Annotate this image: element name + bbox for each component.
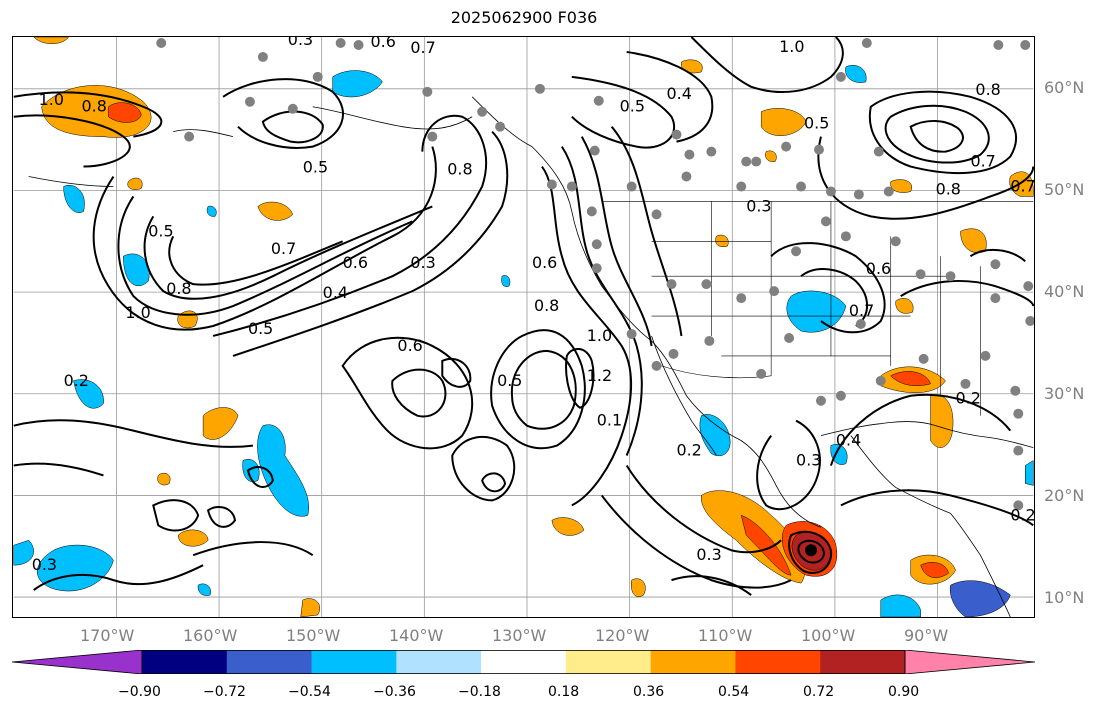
lat-label: 40°N <box>1044 282 1085 301</box>
colorbar-tick-label: 0.54 <box>718 684 750 700</box>
contour-label: 0.8 <box>975 80 1000 99</box>
lon-label: 100°W <box>801 626 856 645</box>
colorbar <box>12 650 1035 674</box>
contour-label: 0.6 <box>866 259 891 278</box>
contour-label: 0.7 <box>849 301 874 320</box>
contour-label: 0.6 <box>397 336 422 355</box>
contour-label: 0.3 <box>288 36 313 49</box>
contour-label: 1.0 <box>587 326 612 345</box>
colorbar-segment <box>565 650 652 674</box>
contour-label: 0.6 <box>343 253 368 272</box>
colorbar-segment <box>735 650 821 674</box>
contour-label: 1.2 <box>587 366 612 385</box>
contour-label: 0.3 <box>410 253 435 272</box>
lat-label: 20°N <box>1044 486 1085 505</box>
contour-label: 0.5 <box>248 319 273 338</box>
contour-label: 0.5 <box>804 114 829 133</box>
map-title: 2025062900 F036 <box>450 8 598 27</box>
contour-label: 1.0 <box>779 37 804 56</box>
contour-label: 0.2 <box>1010 505 1035 524</box>
contour-label: 0.8 <box>534 296 559 315</box>
storm-center <box>805 544 817 557</box>
contour-label: 0.5 <box>148 221 173 240</box>
coastlines <box>28 96 1034 617</box>
contour-label: 1.0 <box>39 90 64 109</box>
contour-label: 0.4 <box>323 283 348 302</box>
weather-map: 1.0 0.8 0.3 0.7 0.6 1.0 0.5 0.5 0.4 0.5 … <box>12 36 1035 618</box>
colorbar-extension-high <box>904 650 1035 674</box>
lon-label: 160°W <box>183 626 238 645</box>
colorbar-extension-low <box>12 650 143 674</box>
colorbar-segment <box>650 650 736 674</box>
colorbar-tick-label: −0.36 <box>373 684 416 700</box>
contour-label: 0.8 <box>447 160 472 179</box>
colorbar-segment <box>820 650 906 674</box>
colorbar-tick-label: −0.72 <box>203 684 246 700</box>
contour-label: 0.5 <box>497 371 522 390</box>
lon-label: 140°W <box>389 626 444 645</box>
contour-label: 0.7 <box>1010 176 1035 195</box>
contour-label: 0.7 <box>410 38 435 57</box>
contour-label: 0.7 <box>970 152 995 171</box>
colorbar-tick-label: 0.36 <box>633 684 665 700</box>
colorbar-outline <box>141 650 906 674</box>
contour-label: 0.5 <box>620 97 645 116</box>
colorbar-segment <box>311 650 397 674</box>
lon-label: 110°W <box>698 626 753 645</box>
contour-label: 0.7 <box>271 239 296 258</box>
positive-anomaly-regions <box>33 37 1034 617</box>
colorbar-tick-label: −0.18 <box>458 684 501 700</box>
lat-label: 60°N <box>1044 78 1085 97</box>
colorbar-tick-label: 0.90 <box>888 684 920 700</box>
contour-label: 0.4 <box>836 431 861 450</box>
contour-label: 0.1 <box>597 411 622 430</box>
lon-label: 130°W <box>492 626 547 645</box>
lon-label: 170°W <box>80 626 135 645</box>
contour-lines <box>13 37 1034 596</box>
lat-label: 30°N <box>1044 384 1085 403</box>
colorbar-tick-label: −0.90 <box>118 684 161 700</box>
contour-label: 1.0 <box>125 303 150 322</box>
contour-label-group: 1.0 0.8 0.3 0.7 0.6 1.0 0.5 0.5 0.4 0.5 … <box>32 36 1035 574</box>
contour-label: 0.8 <box>82 97 107 116</box>
contour-label: 0.8 <box>166 279 191 298</box>
colorbar-segment <box>396 650 482 674</box>
colorbar-segment <box>481 650 567 674</box>
contour-label: 0.2 <box>64 371 89 390</box>
colorbar-tick-label: 0.72 <box>803 684 835 700</box>
contour-label: 0.6 <box>371 36 396 51</box>
colorbar-tick-label: 0.18 <box>548 684 580 700</box>
lon-label: 120°W <box>595 626 650 645</box>
contour-label: 0.8 <box>936 179 961 198</box>
lon-label: 150°W <box>286 626 341 645</box>
contour-label: 0.4 <box>667 84 692 103</box>
lat-label: 50°N <box>1044 180 1085 199</box>
contour-label: 0.5 <box>303 158 328 177</box>
contour-label: 0.2 <box>676 441 701 460</box>
colorbar-segment <box>142 650 228 674</box>
contour-label: 0.6 <box>532 253 557 272</box>
colorbar-tick-label: −0.54 <box>288 684 331 700</box>
lat-label: 10°N <box>1044 588 1085 607</box>
station-dots <box>156 37 1034 511</box>
contour-label: 0.2 <box>956 389 981 408</box>
contour-label: 0.3 <box>696 545 721 564</box>
colorbar-segment <box>226 650 313 674</box>
contour-label: 0.3 <box>796 451 821 470</box>
contour-label: 0.3 <box>32 555 57 574</box>
lon-label: 90°W <box>904 626 949 645</box>
contour-label: 0.3 <box>746 196 771 215</box>
colorbar-segments <box>12 650 1035 674</box>
